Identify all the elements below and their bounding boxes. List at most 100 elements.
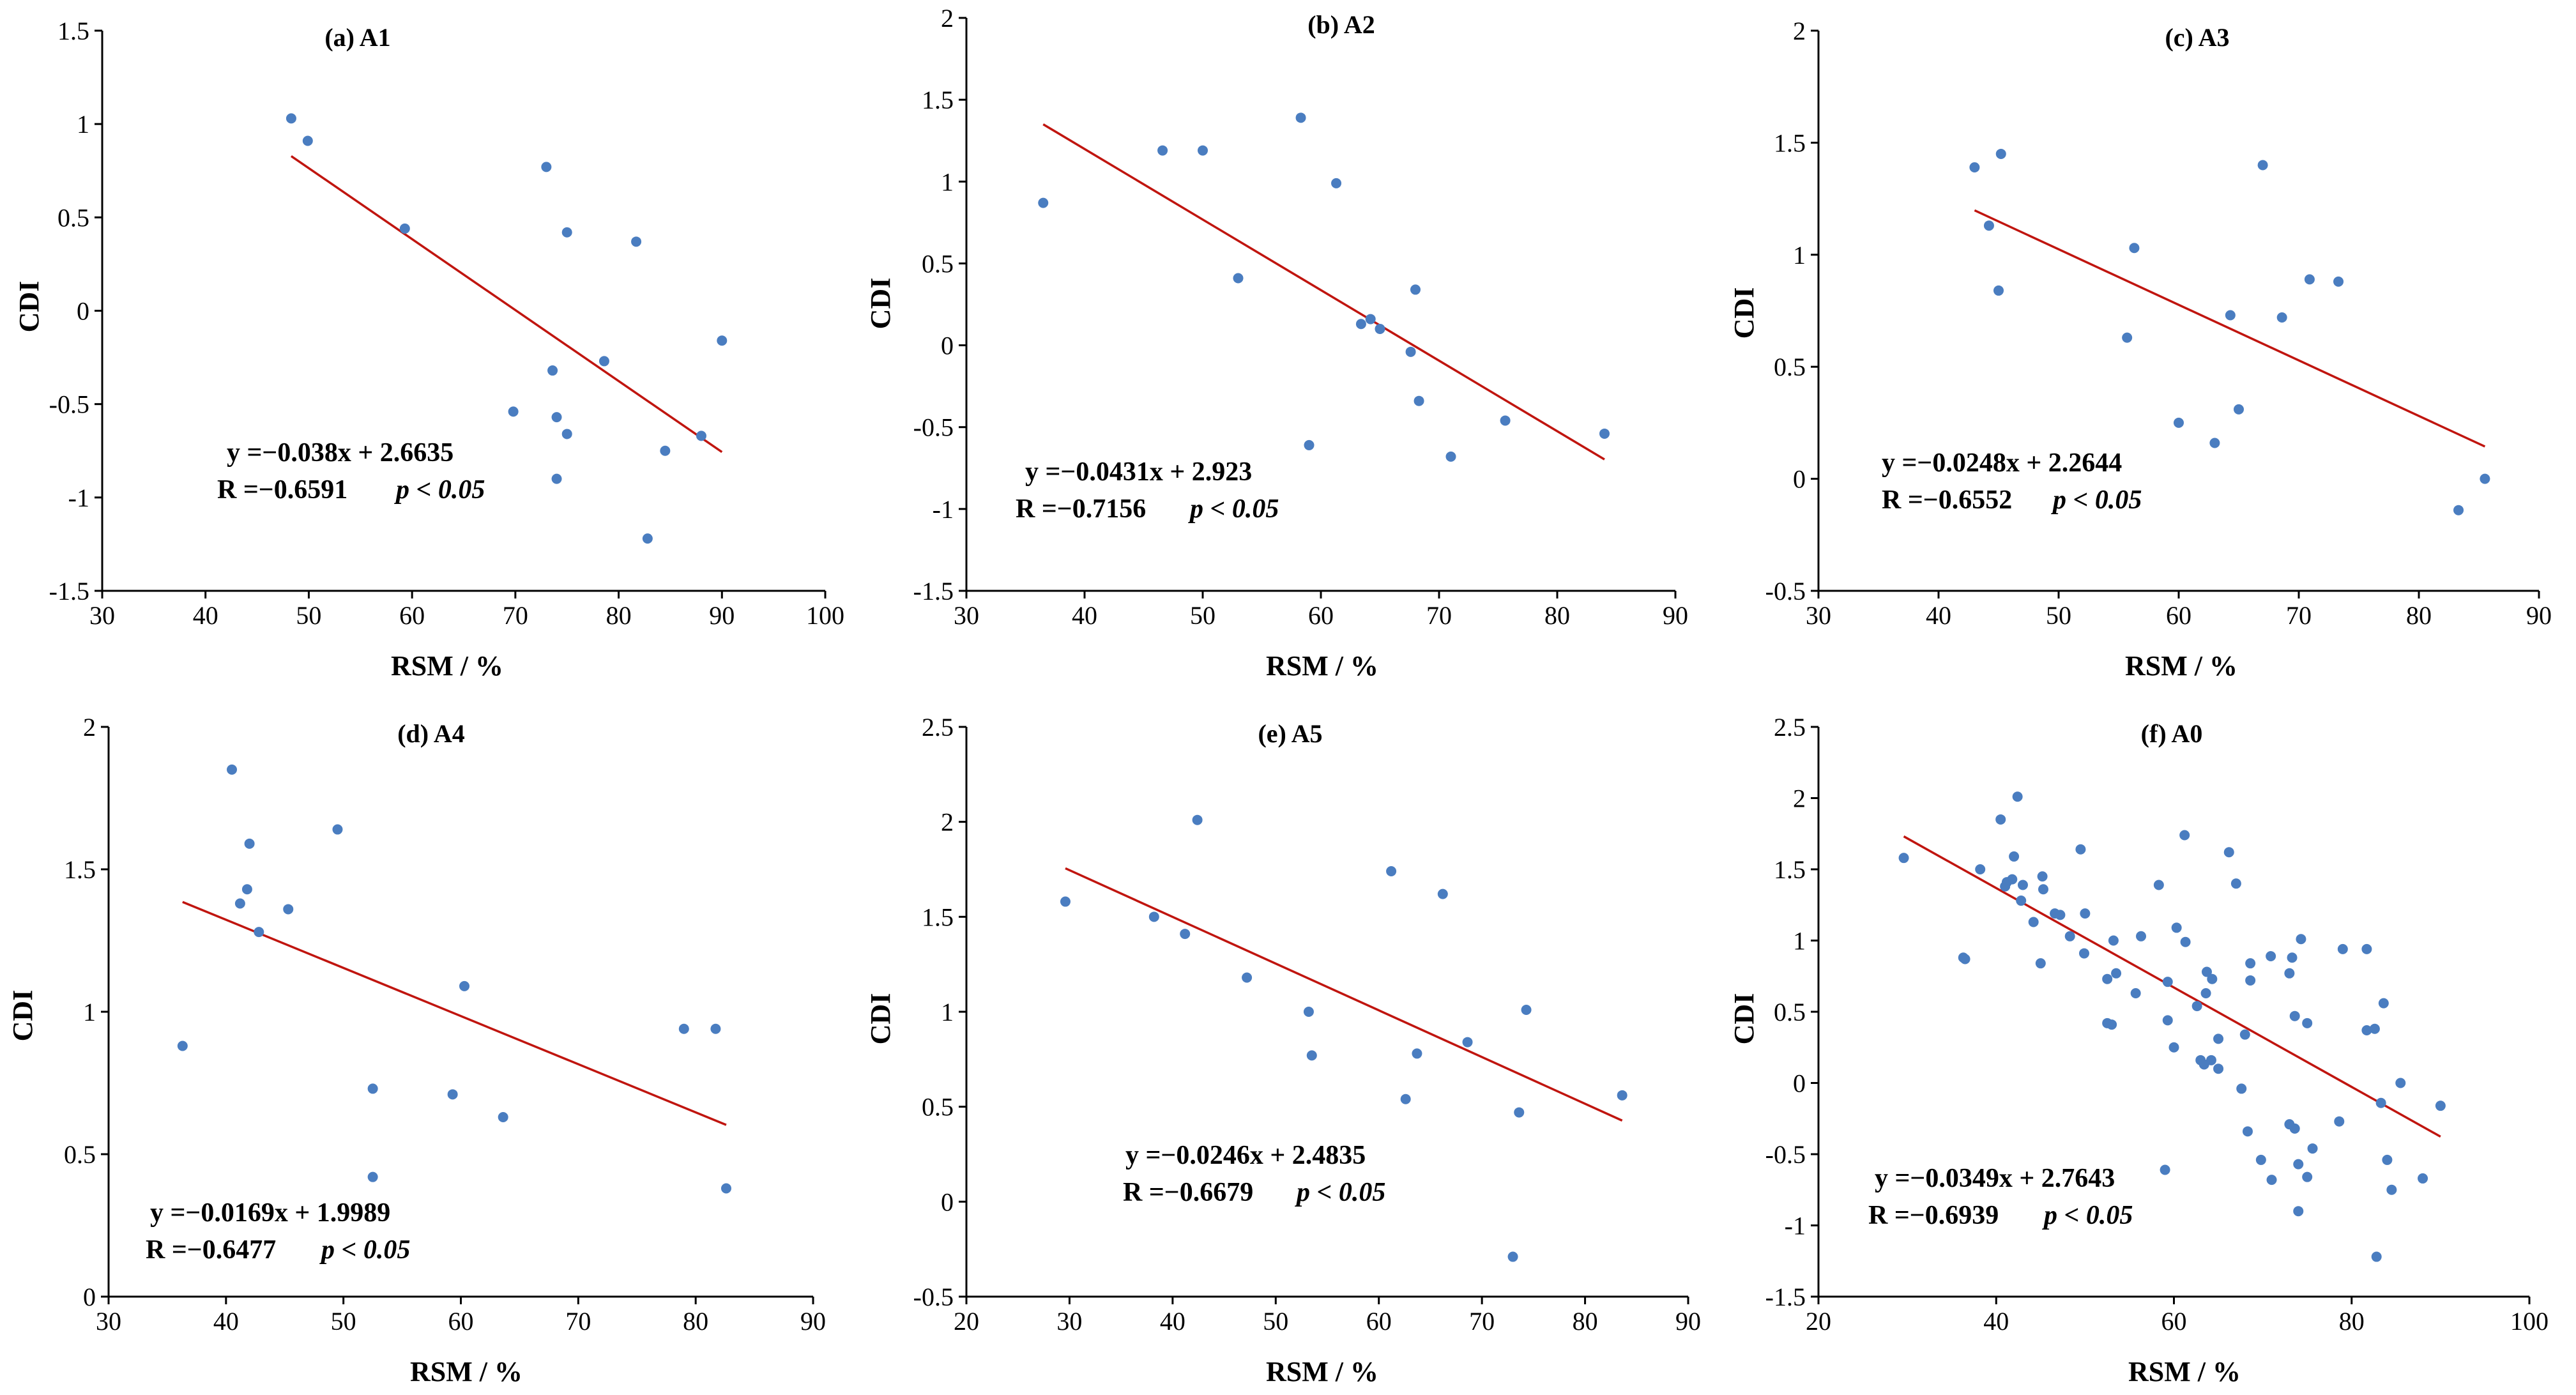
data-point (2171, 922, 2182, 933)
data-point (2245, 975, 2256, 986)
data-point (2129, 243, 2140, 254)
data-point (2234, 404, 2244, 415)
data-point (2361, 943, 2372, 954)
y-tick-label: 2 (941, 4, 954, 33)
data-point (1617, 1090, 1627, 1101)
data-point (2242, 1126, 2253, 1137)
data-point (1400, 1094, 1411, 1104)
data-point (2080, 908, 2091, 919)
data-point (2453, 505, 2464, 515)
data-point (547, 365, 558, 376)
y-tick-label: 2.5 (1774, 713, 1806, 742)
data-point (332, 824, 343, 835)
y-tick-label: 0 (1793, 465, 1806, 494)
data-point (283, 904, 294, 915)
data-point (2266, 951, 2276, 962)
panel-a4: (d) A4 CDI RSM / % y =−0.0169x + 1.9989 … (7, 713, 826, 1387)
x-tick-label: 40 (213, 1307, 239, 1336)
data-point (561, 429, 572, 439)
data-point (2276, 312, 2287, 323)
x-tick-label: 30 (954, 601, 979, 630)
data-point (1437, 888, 1448, 899)
data-point (2180, 936, 2191, 947)
y-tick-label: 2.5 (922, 713, 954, 742)
data-point (2064, 931, 2075, 941)
x-axis-title: RSM / % (391, 650, 503, 682)
x-tick-label: 70 (1426, 601, 1452, 630)
regression-line (182, 901, 727, 1126)
regression-line (1903, 835, 2441, 1138)
x-tick-label: 40 (1983, 1307, 2009, 1336)
x-tick-label: 100 (806, 601, 844, 630)
data-point (498, 1112, 508, 1123)
data-point (1983, 220, 1994, 231)
data-point (2016, 896, 2027, 906)
x-tick-label: 90 (709, 601, 735, 630)
data-point (1306, 1050, 1317, 1061)
data-point (1242, 972, 1253, 983)
x-tick-label: 30 (1806, 601, 1831, 630)
x-tick-label: 40 (1160, 1307, 1185, 1336)
data-point (2179, 830, 2190, 841)
panel-a1: (a) A1 CDI RSM / % y =−0.038x + 2.6635 R… (13, 17, 844, 682)
y-tick-label: 0.5 (922, 249, 954, 278)
x-tick-label: 80 (1573, 1307, 1598, 1336)
data-point (2245, 958, 2256, 969)
data-point (2028, 917, 2039, 927)
data-point (2078, 948, 2089, 959)
data-point (1375, 323, 1385, 334)
data-point (2293, 1206, 2304, 1217)
x-tick-label: 60 (1308, 601, 1334, 630)
y-tick-label: 0.5 (64, 1140, 96, 1169)
data-point (1180, 929, 1191, 940)
data-point (2361, 1025, 2372, 1035)
data-point (2200, 988, 2211, 999)
y-axis-title: CDI (13, 281, 45, 333)
x-tick-label: 70 (2286, 601, 2312, 630)
fit-equation: y =−0.0431x + 2.923 (1025, 457, 1252, 487)
data-point (2160, 1164, 2170, 1175)
data-point (2075, 844, 2086, 855)
y-tick-label: 1.5 (922, 86, 954, 114)
data-point (367, 1083, 378, 1094)
data-point (1514, 1107, 1525, 1118)
x-axis-title: RSM / % (2125, 650, 2237, 682)
panel-title: (c) A3 (2165, 23, 2229, 52)
y-tick-label: 1 (1793, 241, 1806, 270)
y-tick-label: 2 (1793, 17, 1806, 45)
data-point (2302, 1171, 2313, 1182)
y-axis-title: CDI (865, 278, 896, 330)
x-tick-label: 50 (1190, 601, 1216, 630)
y-tick-label: 0 (77, 297, 89, 326)
fit-equation: y =−0.0246x + 2.4835 (1125, 1141, 1366, 1170)
data-point (2223, 847, 2234, 858)
data-point (1198, 145, 1208, 156)
x-tick-label: 80 (683, 1307, 708, 1336)
data-point (1233, 273, 1244, 284)
data-point (234, 898, 245, 909)
y-tick-label: 1.5 (1774, 128, 1806, 157)
r-value: R =−0.6679 (1123, 1178, 1253, 1207)
x-tick-label: 30 (89, 601, 115, 630)
y-tick-label: 0.5 (922, 1093, 954, 1122)
data-point (1975, 864, 1986, 874)
data-point (1414, 395, 1424, 406)
y-tick-label: 0 (941, 1187, 954, 1216)
r-value: R =−0.7156 (1016, 494, 1146, 524)
data-point (2480, 473, 2490, 484)
x-tick-label: 60 (399, 601, 425, 630)
data-point (1331, 178, 1342, 188)
x-tick-label: 20 (954, 1307, 979, 1336)
data-point (2435, 1101, 2446, 1111)
data-point (2333, 276, 2344, 287)
data-point (2386, 1184, 2397, 1195)
x-tick-label: 30 (96, 1307, 121, 1336)
x-tick-label: 60 (2161, 1307, 2187, 1336)
y-tick-label: -0.5 (913, 413, 954, 442)
data-point (2201, 966, 2212, 977)
y-tick-label: 0.5 (57, 203, 89, 232)
data-point (541, 162, 552, 172)
data-point (1038, 197, 1049, 208)
x-axis-title: RSM / % (410, 1356, 522, 1387)
